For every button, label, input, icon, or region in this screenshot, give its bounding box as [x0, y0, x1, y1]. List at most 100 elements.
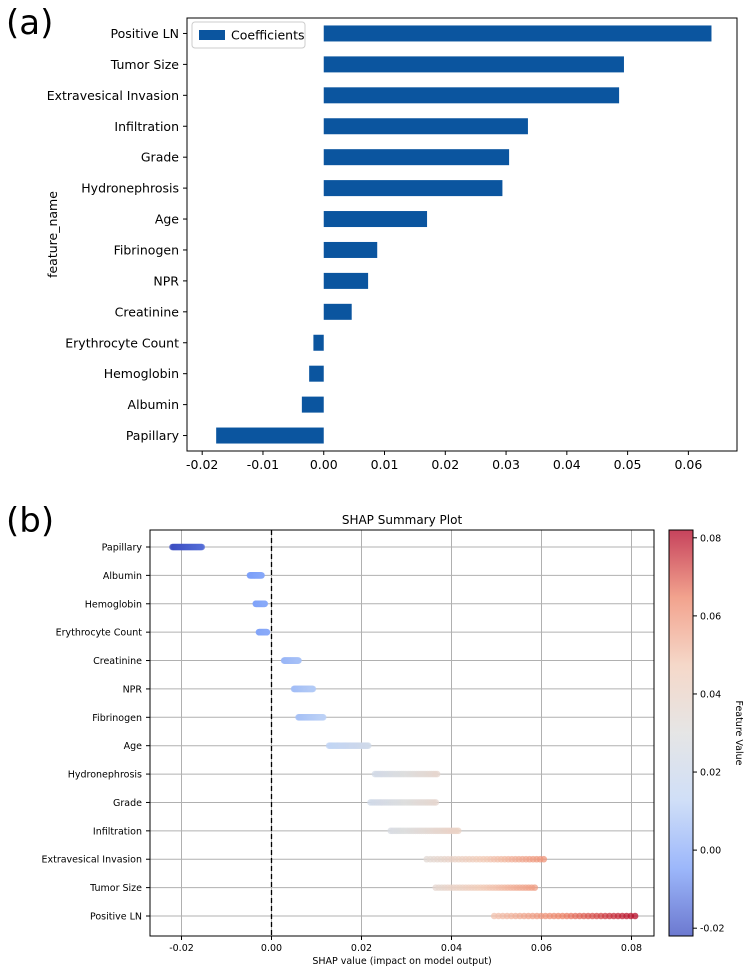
points-extravesical-invasion [423, 855, 548, 863]
bar-albumin [301, 396, 324, 413]
points-papillary [169, 543, 206, 551]
points-age [325, 742, 372, 749]
shap-point [631, 912, 639, 920]
legend: Coefficients [191, 21, 306, 49]
colorbar-tick-label: 0.08 [700, 533, 721, 544]
points-creatinine [280, 657, 302, 664]
y-tick-label: Erythrocyte Count [65, 335, 179, 350]
x-tick-label: 0.08 [621, 943, 642, 954]
colorbar [668, 529, 694, 937]
x-tick-label: 0.05 [614, 457, 642, 472]
x-tick-label: 0.06 [531, 943, 552, 954]
y-tick-label: Grade [113, 798, 142, 809]
bar-fibrinogen [323, 241, 378, 258]
points-fibrinogen [295, 714, 327, 721]
plot-frame [149, 529, 655, 937]
coefficient-bar-chart: Positive LN Tumor Size Extravesical Invasi… [45, 17, 738, 472]
bar-creatinine [323, 303, 352, 320]
colorbar-tick-label: 0.04 [700, 689, 721, 700]
x-tick-label: -0.01 [247, 457, 279, 472]
points-tumor-size [432, 884, 539, 891]
points-npr [290, 685, 317, 693]
bar-positive-ln [323, 25, 712, 42]
panel-label-a: (a) [6, 3, 54, 43]
y-tick-label: Papillary [126, 428, 180, 443]
bar-erythrocyte-count [313, 334, 324, 351]
y-tick-label: Tumor Size [110, 57, 180, 72]
points-albumin [246, 572, 265, 579]
x-tick-label: 0.00 [261, 943, 282, 954]
x-tick-label: 0.04 [553, 457, 581, 472]
shap-point [531, 884, 539, 891]
shap-point [261, 600, 269, 608]
y-tick-label: Hemoglobin [104, 366, 179, 381]
y-tick-label: Extravesical Invasion [41, 855, 142, 866]
y-tick-label: Age [155, 212, 179, 227]
shap-point [198, 543, 206, 551]
x-tick-label: 0.04 [441, 943, 462, 954]
y-tick-label: NPR [153, 273, 179, 288]
bar-hemoglobin [309, 365, 324, 382]
colorbar-tick-label: 0.00 [700, 846, 721, 857]
legend-box [191, 21, 306, 49]
y-tick-label: Fibrinogen [92, 713, 142, 724]
y-tick-label: Fibrinogen [114, 242, 179, 257]
bar-age [323, 211, 428, 228]
points-positive-ln [490, 912, 639, 920]
colorbar-tick-label: 0.06 [700, 611, 721, 622]
x-tick-label: 0.02 [351, 943, 372, 954]
y-tick-label: Erythrocyte Count [56, 628, 143, 639]
points-hydronephrosis [371, 770, 441, 778]
shap-point [319, 714, 327, 721]
y-tick-label: Creatinine [93, 656, 142, 667]
bar-grade [323, 149, 510, 166]
bar-tumor-size [323, 56, 624, 73]
y-tick-label: Infiltration [93, 826, 142, 837]
y-tick-label: Papillary [102, 543, 143, 554]
legend-label: Coefficients [231, 28, 305, 43]
x-tick-label: 0.00 [310, 457, 338, 472]
bar-papillary [216, 427, 324, 444]
y-tick-label: Albumin [128, 397, 179, 412]
y-tick-label: Age [124, 741, 143, 752]
x-tick-label: 0.06 [674, 457, 702, 472]
points-infiltration [387, 827, 462, 835]
x-tick-label: 0.02 [431, 457, 459, 472]
shap-point [309, 685, 317, 693]
legend-swatch [199, 30, 225, 40]
y-tick-label: Positive LN [90, 912, 142, 923]
x-tick-label: -0.02 [186, 457, 218, 472]
shap-point [263, 628, 271, 636]
x-axis-label: SHAP value (impact on model output) [312, 956, 491, 967]
y-tick-label: Extravesical Invasion [47, 88, 179, 103]
shap-point [295, 657, 302, 664]
x-tick-label: -0.02 [169, 943, 194, 954]
points-grade [367, 799, 440, 806]
x-tick-label: 0.01 [371, 457, 399, 472]
y-tick-label: Hydronephrosis [68, 770, 142, 781]
points-hemoglobin [252, 600, 269, 608]
y-tick-label: Grade [141, 150, 179, 165]
y-tick-label: Creatinine [115, 304, 180, 319]
shap-point [258, 572, 265, 579]
y-tick-label: NPR [123, 684, 143, 695]
shap-point [364, 742, 372, 749]
x-tick-label: 0.03 [492, 457, 520, 472]
chart-title: SHAP Summary Plot [342, 513, 463, 527]
shap-point [540, 855, 548, 863]
y-tick-label: Hydronephrosis [81, 181, 179, 196]
y-axis-label: feature_name [45, 191, 60, 278]
bar-extravesical-invasion [323, 87, 620, 104]
points-erythrocyte-count [255, 628, 271, 636]
shap-point [433, 770, 441, 778]
colorbar-label: Feature Value [733, 700, 744, 765]
bar-npr [323, 272, 369, 289]
colorbar-tick-label: -0.02 [700, 924, 725, 935]
bar-hydronephrosis [323, 180, 503, 197]
panel-label-b: (b) [6, 501, 55, 541]
y-tick-label: Tumor Size [89, 883, 142, 894]
shap-point [454, 827, 462, 835]
shap-point [432, 799, 440, 806]
y-tick-label: Hemoglobin [85, 599, 142, 610]
